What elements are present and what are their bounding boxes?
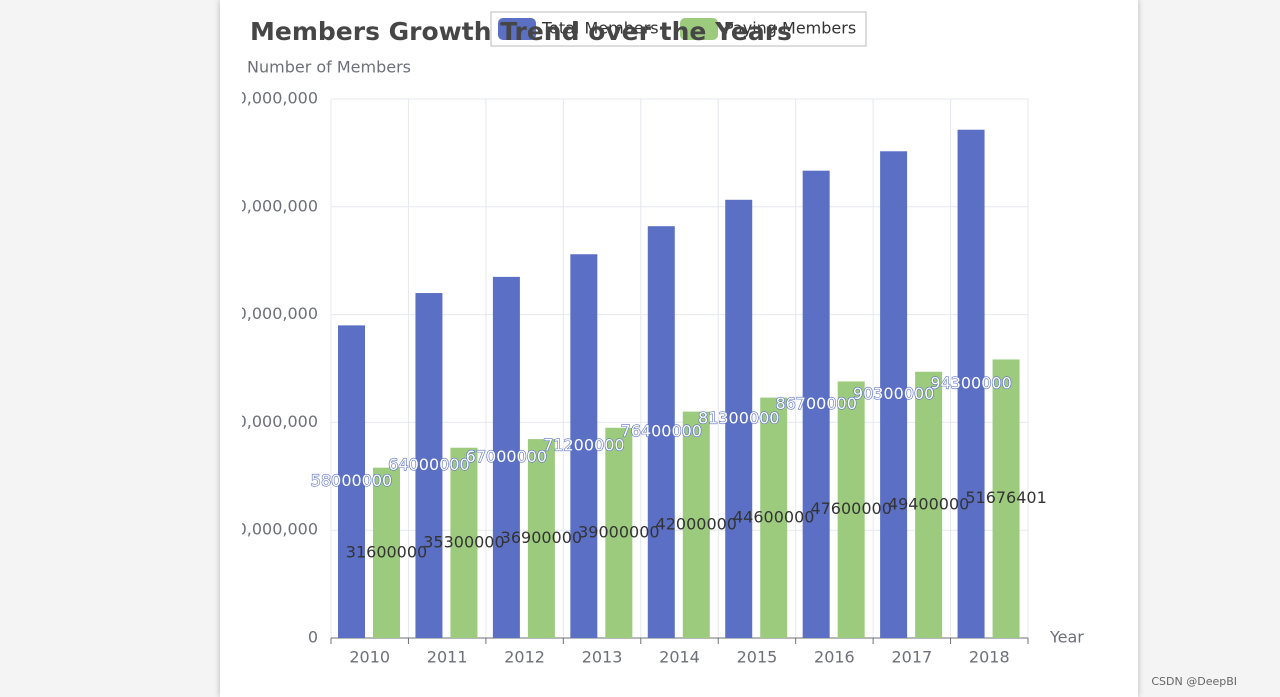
y-axis-title: Number of Members	[247, 58, 411, 77]
x-tick-label: 2016	[814, 648, 855, 667]
x-tick-label: 2017	[891, 648, 932, 667]
x-tick-label: 2010	[349, 648, 390, 667]
data-label: 31600000	[346, 542, 427, 561]
bar	[725, 199, 753, 638]
x-tick-label: 2018	[969, 648, 1010, 667]
legend-swatch	[498, 18, 536, 40]
bar	[373, 467, 400, 638]
bar	[682, 411, 710, 638]
bar	[760, 397, 788, 638]
y-tick-label: 60,000,000	[226, 304, 318, 323]
bar	[915, 371, 943, 638]
legend-label: Paying Members	[724, 19, 856, 38]
x-tick-label: 2011	[427, 648, 468, 667]
x-tick-label: 2015	[737, 648, 778, 667]
legend-swatch	[680, 18, 718, 40]
bar	[338, 325, 365, 638]
y-tick-label: 80,000,000	[226, 196, 318, 215]
bar	[450, 447, 478, 638]
bar	[647, 226, 675, 639]
x-tick-label: 2014	[659, 648, 700, 667]
watermark: CSDN @DeepBI	[1151, 675, 1237, 688]
data-label: 35300000	[423, 532, 504, 551]
data-label: 71200000	[543, 436, 624, 455]
bar	[957, 129, 985, 638]
data-label: 58000000	[311, 471, 392, 490]
chart-title: Members Growth Trend over the Years	[250, 17, 792, 46]
y-tick-label: 20,000,000	[226, 520, 318, 539]
data-label: 81300000	[698, 408, 779, 427]
y-tick-label: 40,000,000	[226, 412, 318, 431]
plot: 0 20,000,000 40,000,000 60,000,000 80,000,00…	[216, 89, 1047, 667]
data-label: 90300000	[853, 384, 934, 403]
legend-label: Total Members	[541, 19, 659, 38]
data-label: 47600000	[810, 499, 891, 518]
data-label: 86700000	[775, 394, 856, 413]
bar	[415, 293, 443, 638]
data-label: 64000000	[388, 455, 469, 474]
bar	[992, 359, 1020, 638]
bar	[492, 276, 520, 638]
bar	[837, 381, 865, 638]
bar	[880, 151, 908, 638]
data-label: 51676401	[965, 488, 1046, 507]
bar	[605, 427, 633, 638]
y-tick-label: 0	[308, 628, 318, 647]
data-label: 49400000	[888, 494, 969, 513]
data-label: 42000000	[656, 514, 737, 533]
data-label: 94300000	[930, 373, 1011, 392]
data-label: 36900000	[501, 528, 582, 547]
y-tick-label: 100,000,000	[216, 89, 318, 108]
bar	[570, 254, 598, 638]
x-tick-label: 2012	[504, 648, 545, 667]
data-label: 39000000	[578, 522, 659, 541]
x-axis-title: Year	[1049, 628, 1084, 647]
legend: Total Members Paying Members	[498, 18, 856, 40]
legend-box	[490, 11, 867, 47]
data-label: 44600000	[733, 507, 814, 526]
bar	[527, 439, 555, 638]
data-label: 76400000	[621, 422, 702, 441]
data-label: 67000000	[466, 447, 547, 466]
bar	[802, 170, 830, 638]
x-tick-label: 2013	[582, 648, 623, 667]
